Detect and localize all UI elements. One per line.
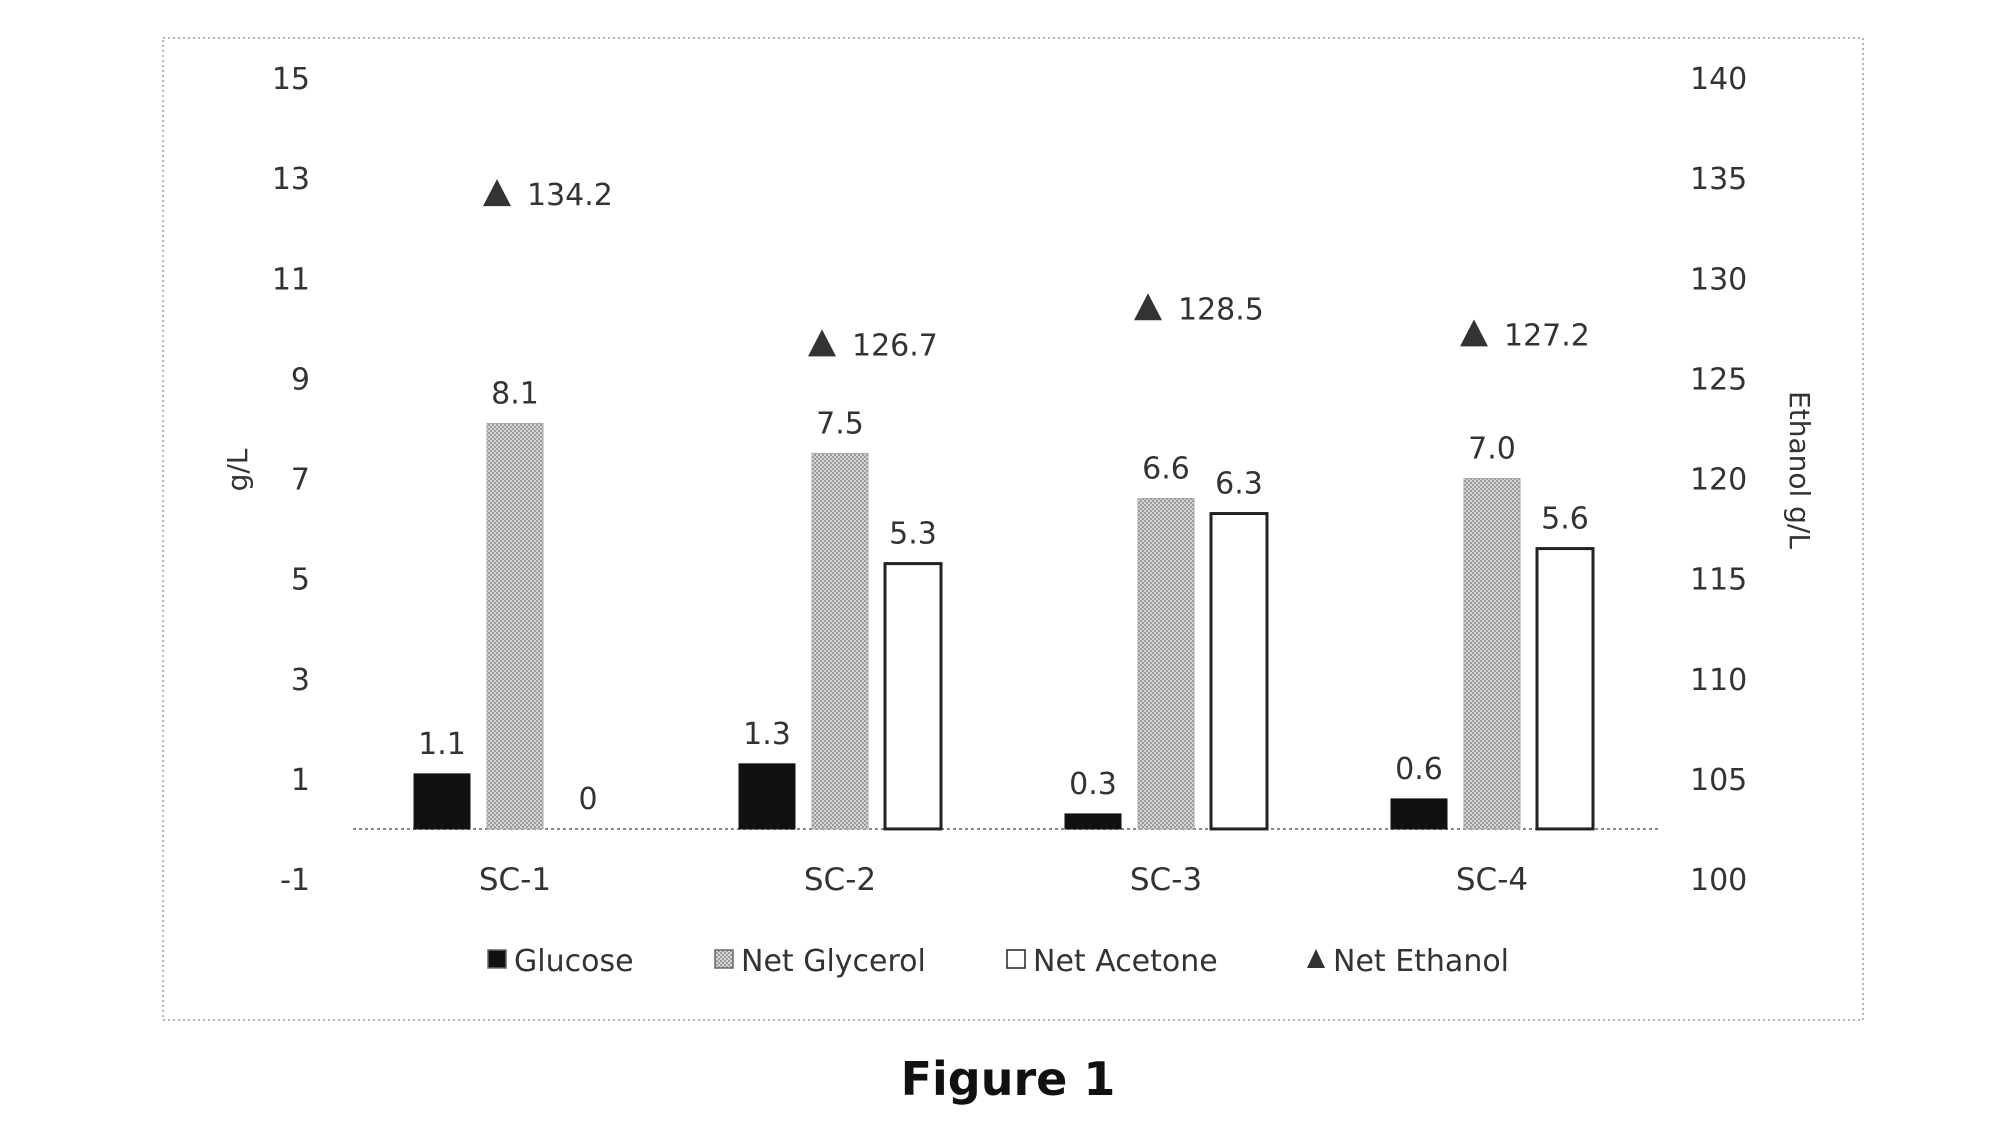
legend-swatch <box>1307 949 1325 968</box>
ethanol-marker <box>1460 319 1488 347</box>
right-axis: 100 105 110 115 120 125 130 135 140 <box>1690 62 1747 898</box>
bar-value-label: 1.3 <box>743 717 791 752</box>
bar-net-acetone <box>1209 512 1269 831</box>
ethanol-marker <box>808 329 836 357</box>
right-tick-label: 105 <box>1690 763 1747 798</box>
ethanol-value-label: 127.2 <box>1504 318 1590 353</box>
category-labels: SC-1 SC-2 SC-3 SC-4 <box>479 862 1528 898</box>
left-tick-label: -1 <box>280 863 310 898</box>
bar-net-glycerol <box>1137 498 1195 830</box>
bar-net-glycerol <box>811 452 869 830</box>
bar-glucose <box>1064 813 1122 830</box>
legend-swatch <box>487 949 507 969</box>
left-tick-label: 9 <box>291 362 310 397</box>
y-axis-label-right: Ethanol g/L <box>1783 391 1816 549</box>
bar-value-label: 0 <box>578 782 597 817</box>
figure-caption: Figure 1 <box>900 1052 1116 1106</box>
y-axis-label-left: g/L <box>221 448 254 491</box>
right-tick-label: 125 <box>1690 362 1747 397</box>
left-tick-label: 7 <box>291 463 310 498</box>
right-tick-label: 120 <box>1690 463 1747 498</box>
bar-value-label: 7.0 <box>1468 432 1516 467</box>
bar-value-label: 5.3 <box>889 517 937 552</box>
left-tick-label: 5 <box>291 563 310 598</box>
bar-glucose <box>413 773 471 830</box>
left-tick-label: 13 <box>272 162 310 197</box>
bar-value-label: 0.6 <box>1395 752 1443 787</box>
right-tick-label: 140 <box>1690 62 1747 97</box>
bar-value-label: 1.1 <box>418 727 466 762</box>
bar-value-label: 0.3 <box>1069 767 1117 802</box>
ethanol-value-label: 134.2 <box>527 178 613 213</box>
right-tick-label: 110 <box>1690 663 1747 698</box>
ethanol-marker <box>1134 293 1162 321</box>
ethanol-value-label: 128.5 <box>1178 292 1264 327</box>
left-tick-label: 15 <box>272 62 310 97</box>
chart-frame <box>162 37 1864 1021</box>
legend-swatch <box>1006 949 1026 969</box>
left-tick-label: 1 <box>291 763 310 798</box>
right-tick-label: 115 <box>1690 563 1747 598</box>
ethanol-markers: 134.2 126.7 128.5 127.2 <box>483 178 1590 363</box>
left-tick-label: 11 <box>272 262 310 297</box>
category-label: SC-2 <box>804 862 876 898</box>
legend: Glucose Net Glycerol Net Acetone Net Ethano… <box>487 944 1509 979</box>
bar-value-label: 5.6 <box>1541 502 1589 537</box>
legend-label: Glucose <box>514 944 634 979</box>
bar-net-glycerol <box>1463 478 1521 830</box>
legend-swatch <box>714 949 734 969</box>
category-label: SC-3 <box>1130 862 1202 898</box>
right-tick-label: 100 <box>1690 863 1747 898</box>
bar-glucose <box>738 763 796 830</box>
category-label: SC-4 <box>1456 862 1528 898</box>
bar-net-acetone <box>1535 547 1595 831</box>
right-tick-label: 135 <box>1690 162 1747 197</box>
left-tick-label: 3 <box>291 663 310 698</box>
bar-net-glycerol <box>486 422 544 830</box>
bar-value-label: 6.3 <box>1215 467 1263 502</box>
legend-label: Net Ethanol <box>1333 944 1509 979</box>
right-tick-label: 130 <box>1690 262 1747 297</box>
legend-label: Net Acetone <box>1033 944 1218 979</box>
bar-glucose <box>1390 798 1448 830</box>
ethanol-value-label: 126.7 <box>852 328 938 363</box>
bars: 1.1 1.3 0.3 0.6 8.1 7.5 6.6 7.0 0 5.3 6.3 5.6 <box>413 376 1595 831</box>
ethanol-marker <box>483 179 511 207</box>
legend-label: Net Glycerol <box>741 944 926 979</box>
bar-value-label: 6.6 <box>1142 452 1190 487</box>
category-label: SC-1 <box>479 862 551 898</box>
bar-value-label: 7.5 <box>816 406 864 441</box>
bar-value-label: 8.1 <box>491 376 539 411</box>
bar-net-acetone <box>883 562 943 831</box>
